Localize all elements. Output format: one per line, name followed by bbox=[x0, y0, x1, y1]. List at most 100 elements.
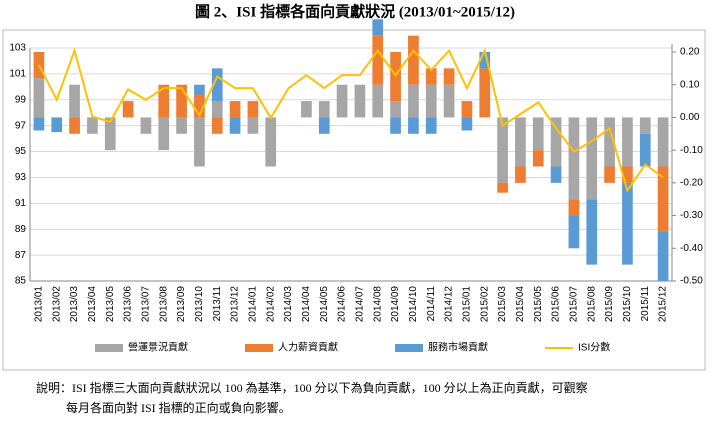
y2-tick-label: -0.40 bbox=[680, 243, 703, 254]
bar bbox=[194, 117, 205, 167]
y-tick-label: 97 bbox=[15, 120, 27, 131]
x-tick-label: 2015/03 bbox=[497, 286, 508, 323]
bar bbox=[479, 52, 491, 69]
bar bbox=[194, 84, 205, 95]
bar bbox=[532, 150, 544, 167]
chart-title: 圖 2、ISI 指標各面向貢獻狀況 (2013/01~2015/12) bbox=[195, 2, 515, 20]
y2-tick-label: 0.20 bbox=[680, 47, 700, 58]
bar bbox=[604, 117, 615, 167]
x-tick-label: 2015/06 bbox=[551, 286, 562, 323]
bar bbox=[515, 166, 526, 183]
bar bbox=[247, 101, 259, 118]
bar bbox=[639, 117, 651, 134]
legend-label: 人力薪資貢獻 bbox=[278, 341, 338, 354]
y-tick-label: 89 bbox=[15, 224, 27, 235]
bar bbox=[318, 117, 330, 134]
x-tick-label: 2014/04 bbox=[301, 286, 312, 323]
y-tick-label: 99 bbox=[15, 94, 27, 105]
x-tick-label: 2014/08 bbox=[372, 286, 383, 323]
bar bbox=[461, 117, 473, 131]
bar bbox=[229, 101, 241, 118]
y-tick-label: 93 bbox=[15, 172, 27, 183]
bar bbox=[443, 68, 455, 85]
y-tick-label: 91 bbox=[15, 198, 27, 209]
y2-tick-label: 0.10 bbox=[680, 79, 700, 90]
bar bbox=[497, 182, 508, 193]
bar bbox=[408, 35, 419, 85]
x-tick-label: 2013/11 bbox=[212, 286, 223, 322]
x-tick-label: 2015/12 bbox=[658, 286, 669, 323]
x-tick-label: 2013/08 bbox=[158, 286, 169, 323]
bar bbox=[301, 101, 312, 118]
bar bbox=[69, 84, 80, 118]
legend-label: 服務市場貢獻 bbox=[428, 341, 488, 354]
bar bbox=[568, 117, 580, 200]
bar bbox=[550, 117, 562, 167]
bar bbox=[122, 101, 134, 118]
x-tick-label: 2013/01 bbox=[34, 286, 45, 323]
legend-label: 營運景況貢獻 bbox=[128, 341, 188, 354]
bar bbox=[622, 117, 633, 167]
legend-swatch bbox=[95, 344, 123, 352]
bar bbox=[158, 84, 170, 118]
bar bbox=[390, 101, 401, 118]
x-tick-label: 2013/04 bbox=[87, 286, 98, 323]
bar bbox=[33, 117, 45, 131]
x-tick-label: 2014/11 bbox=[426, 286, 437, 322]
x-tick-label: 2013/03 bbox=[69, 286, 80, 323]
bar bbox=[194, 94, 205, 118]
x-tick-label: 2014/07 bbox=[355, 286, 366, 323]
bar bbox=[479, 68, 491, 118]
y-tick-label: 103 bbox=[9, 43, 26, 54]
bar bbox=[515, 117, 526, 167]
x-tick-label: 2014/12 bbox=[444, 286, 455, 323]
bar bbox=[158, 117, 170, 151]
x-tick-label: 2015/10 bbox=[622, 286, 633, 323]
bar bbox=[425, 68, 437, 85]
bar bbox=[657, 117, 669, 167]
bar bbox=[336, 84, 348, 118]
bar bbox=[586, 199, 598, 265]
bar bbox=[176, 117, 187, 134]
x-tick-label: 2013/02 bbox=[51, 286, 62, 323]
bar bbox=[568, 199, 580, 216]
bar bbox=[550, 166, 562, 183]
x-tick-label: 2015/11 bbox=[640, 286, 651, 322]
bar bbox=[408, 117, 419, 134]
y-tick-label: 95 bbox=[15, 146, 27, 157]
bar bbox=[211, 117, 223, 134]
bar bbox=[211, 68, 223, 102]
bar bbox=[140, 117, 152, 134]
bar bbox=[657, 166, 669, 232]
y2-tick-label: -0.20 bbox=[680, 177, 703, 188]
bar bbox=[104, 117, 116, 151]
x-tick-label: 2015/07 bbox=[569, 286, 580, 323]
y2-tick-label: 0.00 bbox=[680, 112, 700, 123]
bar bbox=[639, 133, 651, 167]
x-tick-label: 2014/03 bbox=[283, 286, 294, 323]
bar bbox=[532, 117, 544, 151]
bar bbox=[176, 84, 187, 118]
x-tick-label: 2014/02 bbox=[265, 286, 276, 323]
bar bbox=[69, 117, 80, 134]
x-tick-label: 2013/12 bbox=[230, 286, 241, 323]
x-tick-label: 2013/06 bbox=[123, 286, 134, 323]
bar bbox=[33, 78, 45, 118]
legend-label: ISI分數 bbox=[578, 341, 610, 354]
x-tick-label: 2015/04 bbox=[515, 286, 526, 323]
legend-swatch bbox=[395, 344, 423, 352]
chart-frame bbox=[2, 29, 706, 371]
bar bbox=[657, 231, 669, 281]
bar bbox=[408, 84, 419, 118]
x-tick-label: 2013/07 bbox=[141, 286, 152, 323]
bar bbox=[425, 84, 437, 118]
bar bbox=[229, 117, 241, 134]
bar bbox=[497, 117, 508, 183]
y-tick-label: 101 bbox=[9, 69, 26, 80]
bar bbox=[372, 19, 384, 36]
x-tick-label: 2014/05 bbox=[319, 286, 330, 323]
x-tick-label: 2014/06 bbox=[337, 286, 348, 323]
bar bbox=[247, 117, 259, 134]
bar bbox=[461, 101, 473, 118]
